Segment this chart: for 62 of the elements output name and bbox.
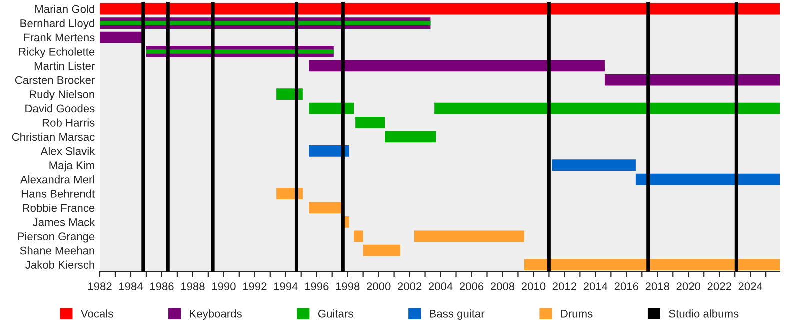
- y-tick-label: Martin Lister: [34, 62, 95, 70]
- bar: [434, 102, 780, 114]
- x-tick-label: 1992: [243, 282, 267, 290]
- bar: [100, 3, 780, 15]
- x-tick-label: 2008: [490, 282, 515, 290]
- x-tick-label: 2024: [738, 282, 763, 290]
- y-tick-label: Pierson Grange: [18, 232, 95, 243]
- bar: [385, 131, 436, 143]
- y-tick-label: Shane Meehan: [20, 246, 94, 255]
- x-tick-label: 2002: [398, 282, 422, 290]
- bar: [636, 174, 780, 186]
- legend-label: Drums: [561, 310, 593, 318]
- bar: [552, 160, 636, 172]
- legend-label: Guitars: [318, 310, 354, 318]
- x-tick-label: 1986: [150, 282, 174, 290]
- y-tick-label: Robbie France: [23, 204, 95, 212]
- x-tick-label: 2012: [552, 282, 576, 290]
- legend-label: Keyboards: [190, 310, 242, 320]
- bar: [414, 230, 524, 242]
- bar: [356, 117, 386, 128]
- bar: [309, 60, 605, 72]
- bar: [524, 259, 780, 270]
- x-tick-label: 2020: [676, 282, 701, 290]
- y-tick-label: Maja Kim: [50, 161, 94, 172]
- y-tick-label: Jakob Kiersch: [26, 260, 94, 269]
- y-tick-label: Hans Behrendt: [22, 190, 96, 198]
- y-tick-label: Carsten Brocker: [15, 76, 95, 84]
- x-tick-label: 2022: [708, 282, 732, 290]
- y-tick-label: Rudy Nielson: [30, 90, 94, 101]
- bar: [604, 74, 780, 86]
- y-tick-label: Rob Harris: [42, 118, 95, 127]
- y-tick-label: Alex Slavik: [40, 147, 96, 156]
- legend-label: Studio albums: [669, 310, 739, 318]
- x-tick-label: 1984: [119, 282, 144, 290]
- legend-label: Vocals: [80, 310, 114, 318]
- x-tick-label: 1998: [336, 282, 360, 290]
- y-tick-label: Bernhard Lloyd: [20, 19, 94, 30]
- y-tick-label: Marian Gold: [36, 5, 94, 14]
- bar: [100, 32, 144, 44]
- bar: [309, 145, 350, 157]
- bar: [309, 202, 342, 214]
- y-tick-label: David Goodes: [26, 104, 95, 113]
- x-tick-label: 2000: [367, 282, 391, 290]
- bar: [354, 230, 364, 242]
- x-tick-label: 2004: [428, 282, 453, 290]
- y-tick-label: Frank Mertens: [24, 33, 95, 42]
- x-tick-label: 1988: [181, 282, 205, 290]
- legend-label: Bass guitar: [430, 310, 485, 320]
- x-tick-label: 2016: [614, 282, 639, 290]
- y-tick-label: Ricky Echolette: [19, 48, 95, 58]
- x-tick-label: 1990: [212, 282, 236, 290]
- x-tick-label: 2014: [584, 282, 608, 290]
- x-tick-label: 1994: [274, 282, 298, 290]
- y-tick-label: Alexandra Merl: [20, 176, 94, 184]
- x-tick-label: 1982: [88, 282, 112, 290]
- x-tick-label: 1996: [305, 282, 329, 290]
- y-tick-label: Christian Marsac: [12, 132, 95, 142]
- x-tick-label: 2010: [522, 282, 546, 290]
- bar: [363, 244, 400, 256]
- x-tick-label: 2006: [460, 282, 484, 290]
- y-tick-label: James Mack: [32, 218, 96, 226]
- x-tick-label: 2018: [646, 282, 670, 290]
